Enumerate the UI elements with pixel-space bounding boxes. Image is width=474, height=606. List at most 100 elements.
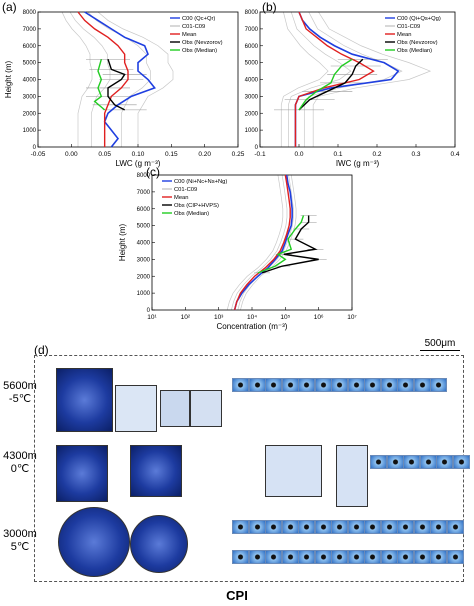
row-4300-temp: 0℃ [10,463,30,475]
y-tick-label: 5000 [23,61,37,67]
legend-label: C00 (Ni+Nc+Ns+Ng) [174,179,227,185]
particle-thumbnail [248,378,266,392]
particle-thumbnail [413,550,431,564]
x-tick-label: 10⁴ [247,314,257,321]
y-tick-label: 5000 [245,61,259,67]
particle-thumbnail [397,520,414,534]
legend-label: Mean [397,32,412,38]
particle-thumbnail [419,455,437,469]
x-tick-label: -0.1 [254,151,266,158]
x-tick-label: 0.15 [165,151,178,158]
legend-label: Mean [174,195,189,201]
particle-thumbnail [397,550,414,564]
particle-thumbnail [265,550,282,564]
particle-image [160,390,190,427]
row-5600-temp: -5℃ [8,393,32,405]
member-line [231,174,288,311]
y-tick-label: 2000 [245,111,259,117]
y-tick-label: 0 [33,145,37,151]
y-tick-label: 2000 [23,111,37,117]
y-axis-label: Height (m) [118,223,127,261]
member-line [237,174,294,311]
x-tick-label: 0.2 [372,151,381,158]
legend-label: C01-C09 [174,187,197,193]
legend-label: C01-C09 [397,24,420,30]
particle-image [130,515,188,573]
x-tick-label: 0.4 [450,151,459,158]
x-tick-label: 10³ [214,314,224,321]
particle-image [336,445,368,507]
x-tick-label: 0.05 [98,151,111,158]
legend-label: Obs (Median) [174,211,209,217]
x-axis-label: Concentration (m⁻³) [217,322,288,331]
y-tick-label: 7000 [23,27,37,33]
particle-thumbnail [232,550,249,564]
particle-thumbnail [347,378,365,392]
y-tick-label: 4000 [23,78,37,84]
particle-thumbnail [430,550,447,564]
y-tick-label: 8000 [137,173,151,179]
y-tick-label: 8000 [23,10,37,16]
y-tick-label: 5000 [137,224,151,230]
member-line [280,11,329,147]
particle-thumbnail [364,378,381,392]
row-5600-alt: 5600m [3,380,37,392]
member-line [226,174,284,311]
y-tick-label: 6000 [23,44,37,50]
legend-label: Mean [182,32,197,38]
particle-thumbnail [281,550,299,564]
y-tick-label: 2000 [137,274,151,280]
legend-label: Obs (Nevzorov) [182,40,223,46]
scale-label: 500μm [424,338,456,349]
legend-label: Obs (Median) [397,48,432,54]
y-tick-label: 3000 [245,94,259,100]
particle-thumbnail [347,520,365,534]
series-line [233,174,293,311]
particle-thumbnail [380,378,398,392]
y-tick-label: 0 [147,308,151,314]
x-tick-label: 0.25 [232,151,245,158]
particle-thumbnail [397,378,414,392]
series-line [294,11,375,147]
iwc-chart: -0.1 0.0 0.1 0.2 0.3 0.4 0 1000 2000 3000 4000 5000… [245,10,460,168]
particle-thumbnail [364,550,381,564]
x-tick-label: 10⁷ [347,314,357,321]
particle-thumbnail [403,455,420,469]
y-tick-label: 6000 [137,207,151,213]
x-tick-label: 0.20 [198,151,211,158]
particle-image [58,507,130,577]
particle-thumbnail [331,520,348,534]
particle-thumbnail [380,550,398,564]
legend-label: Obs (Nevzorov) [397,40,438,46]
cpi-caption: CPI [226,588,248,603]
row-4300-label: 4300m 0℃ [0,450,40,476]
particle-thumbnail [265,520,282,534]
particle-image [115,385,157,432]
x-axis-label: LWC (g m⁻³) [116,159,161,168]
particle-thumbnail [370,455,387,469]
member-line [303,11,403,147]
member-line [288,11,352,147]
particle-thumbnail [314,378,332,392]
particle-thumbnail [364,520,381,534]
series-line [107,59,126,111]
particle-image [265,445,322,497]
particle-thumbnail [281,378,299,392]
y-tick-label: 8000 [245,10,259,16]
x-tick-label: 10¹ [147,314,157,321]
y-tick-label: 6000 [245,44,259,50]
row-4300-alt: 4300m [3,450,37,462]
series-line [257,215,305,274]
x-tick-label: 0.1 [333,151,342,158]
legend-label: C00 (Qi+Qs+Qg) [397,16,441,22]
x-tick-label: 10² [181,314,191,321]
particle-thumbnail [314,550,332,564]
series-line [93,59,106,111]
x-tick-label: 10⁶ [314,314,324,321]
particle-thumbnail [314,520,332,534]
y-tick-label: 1000 [23,128,37,134]
x-tick-label: 0.10 [132,151,145,158]
particle-thumbnail [298,520,315,534]
legend-label: Obs (Median) [182,48,217,54]
member-line [240,174,297,311]
